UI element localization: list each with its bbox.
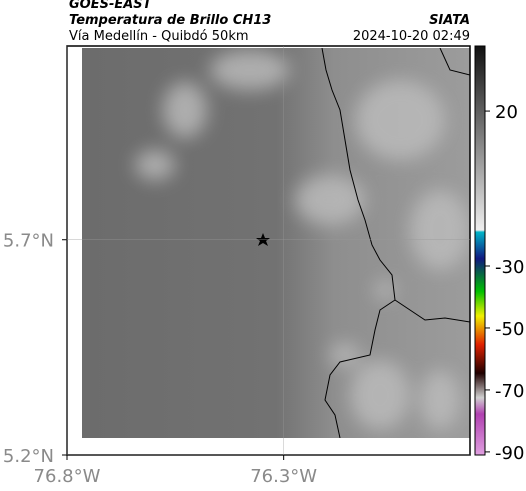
colorbar-tick-label: -70	[495, 381, 524, 402]
lat-tick-label: 5.7°N	[3, 231, 54, 252]
colorbar-tick-label: -30	[495, 257, 524, 278]
satellite-image	[82, 48, 470, 438]
colorbar	[474, 45, 486, 456]
product: Temperatura de Brillo CH13	[69, 13, 271, 28]
source: SIATA	[429, 13, 470, 28]
lat-tick-label: 5.2°N	[3, 446, 54, 467]
lon-tick-label: 76.8°W	[34, 466, 101, 487]
region: Vía Medellín - Quibdó 50km	[69, 29, 249, 44]
timestamp: 2024-10-20 02:49	[353, 29, 470, 44]
colorbar-tick-label: 20	[495, 102, 518, 123]
satellite: GOES-EAST	[69, 0, 153, 12]
colorbar-tick-label: -90	[495, 443, 524, 464]
lon-tick-label: 76.3°W	[250, 466, 317, 487]
colorbar-tick-label: -50	[495, 319, 524, 340]
